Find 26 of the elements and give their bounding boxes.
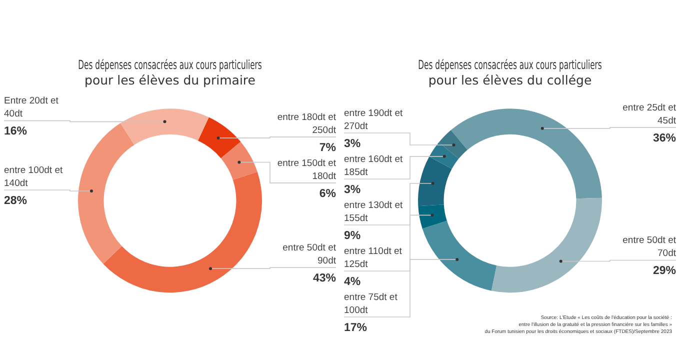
slice-label: entre 190dt et 270dt	[344, 108, 403, 132]
chart-title: Des dépenses consacrées aux cours particuliers pour les élèves du primaire	[78, 58, 262, 88]
data-label: 7%	[319, 142, 336, 154]
slice-label: entre 150dt et 180dt	[277, 158, 336, 182]
slice-label: entre 25dt et 45dt	[622, 102, 676, 126]
data-label: 3%	[344, 138, 361, 150]
slice-label: entre 130dt et 155dt	[344, 200, 403, 224]
slice-label: entre 180dt et 250dt	[277, 112, 336, 136]
data-label: 36%	[652, 132, 676, 144]
data-label: 4%	[344, 276, 361, 288]
data-label: 6%	[319, 188, 336, 200]
slice-label: entre 50dt et 90dt	[282, 242, 336, 267]
slice-label: entre 75dt et 100dt	[344, 292, 398, 316]
data-label: 9%	[344, 230, 361, 242]
slice-label: entre 50dt et 70dt	[622, 235, 676, 260]
slice-label: Entre 20dt et 40dt	[4, 96, 59, 120]
slice-label: entre 160dt et 185dt	[344, 154, 403, 178]
data-label: 3%	[344, 184, 361, 196]
data-label: 29%	[652, 265, 676, 278]
data-label: 43%	[312, 272, 336, 285]
data-label: 28%	[4, 194, 28, 207]
chart-title: Des dépenses consacrées aux cours particuliers pour les élèves du collége	[418, 58, 602, 88]
slice-label: entre 110dt et 125dt	[344, 246, 402, 270]
data-label: 16%	[4, 126, 28, 138]
data-label: 17%	[344, 322, 368, 334]
slice-label: entre 100dt et 140dt	[4, 164, 63, 189]
